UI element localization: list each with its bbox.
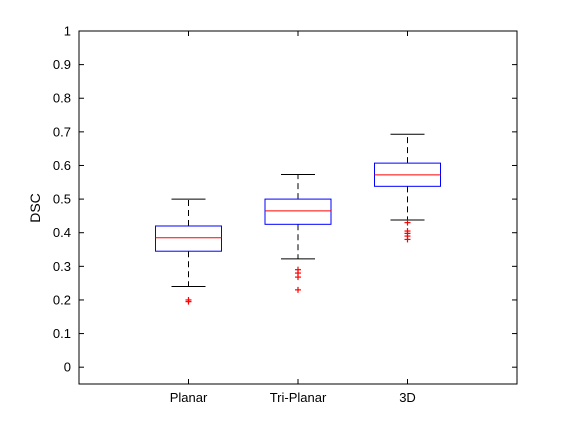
outlier-point (404, 228, 411, 235)
y-tick-label: 0.7 (53, 124, 71, 139)
x-tick-label: Tri-Planar (270, 390, 327, 405)
outlier-point (404, 219, 411, 226)
x-tick-label: 3D (399, 390, 416, 405)
y-tick-label: 0.9 (53, 57, 71, 72)
outlier-point (185, 296, 192, 303)
y-tick-label: 0.3 (53, 259, 71, 274)
box-3 (374, 133, 441, 243)
x-axis: Planar Tri-Planar 3D (170, 31, 416, 405)
box-iqr (155, 225, 222, 252)
y-tick-label: 0.1 (53, 326, 71, 341)
y-tick-label: 0 (64, 360, 71, 375)
y-tick-label: 0.2 (53, 292, 71, 307)
plot-area-frame (78, 30, 518, 385)
box-1 (155, 198, 222, 305)
y-axis-label: DSC (27, 193, 43, 223)
boxes (155, 133, 441, 305)
outlier-point (295, 286, 301, 293)
y-tick-label: 0.8 (53, 91, 71, 106)
y-tick-label: 0.4 (53, 225, 71, 240)
y-axis: 0 0.1 0.2 0.3 0.4 0.5 0.6 0.7 0.8 0.9 1 (53, 24, 517, 375)
y-tick-label: 0.5 (53, 192, 71, 207)
y-tick-label: 1 (64, 24, 71, 39)
outlier-point (295, 266, 301, 273)
box-iqr (264, 198, 332, 225)
y-tick-label: 0.6 (53, 158, 71, 173)
box-2 (264, 174, 332, 293)
x-tick-label: Planar (170, 390, 208, 405)
